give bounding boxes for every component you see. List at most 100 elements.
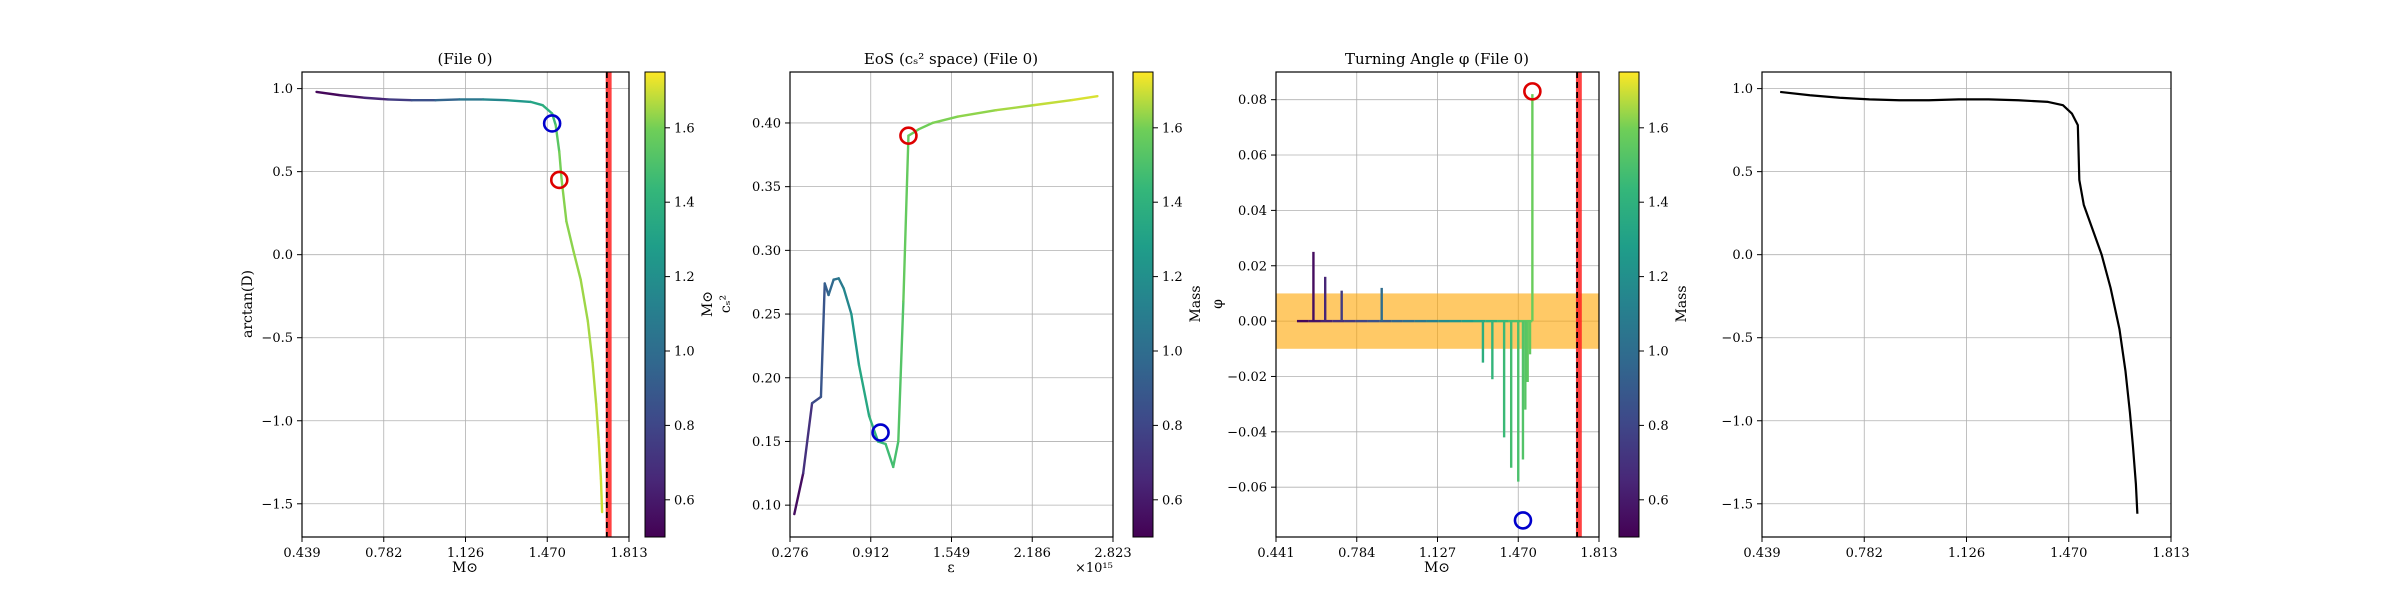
x-tick-label: 1.126 — [447, 546, 484, 561]
colorbar-tick-label: 1.0 — [1648, 345, 1669, 360]
y-tick-label: 0.04 — [1238, 204, 1267, 219]
curve-segment — [386, 98, 413, 102]
panel-4-grid — [1761, 72, 2172, 537]
curve-segment — [827, 278, 835, 297]
curve-segment — [884, 442, 895, 469]
y-tick-label: −1.0 — [261, 414, 293, 429]
curve-segment — [850, 312, 861, 367]
panel-4-plot-area — [1780, 90, 2139, 514]
curve-segment — [558, 150, 563, 182]
panel-4-yticks: 1.0 0.5 0.0 −0.5 −1.0 −1.5 — [1721, 82, 1762, 512]
highlight-marker — [542, 114, 562, 133]
max-mass-band — [605, 72, 612, 537]
y-tick-label: 0.02 — [1238, 259, 1267, 274]
x-tick-label: 0.784 — [1338, 546, 1375, 561]
panel-2-xlabel: ε — [947, 560, 954, 576]
y-tick-label: 0.0 — [1732, 248, 1753, 263]
curve-segment — [917, 121, 934, 131]
colorbar-tick-label: 1.4 — [1648, 196, 1669, 211]
curve-segment — [541, 104, 554, 115]
curve-segment — [931, 115, 960, 125]
curve-segment — [505, 99, 532, 104]
y-tick-label: −1.5 — [1721, 497, 1753, 512]
panel-2-grid — [789, 72, 1114, 537]
colorbar-tick-label: 1.0 — [1162, 345, 1183, 360]
panel-3-plot-area — [1296, 82, 1542, 530]
x-tick-label: 1.470 — [2050, 546, 2087, 561]
x-tick-label: 1.813 — [1580, 546, 1617, 561]
y-tick-label: 0.5 — [1732, 165, 1753, 180]
curve-segment — [876, 440, 887, 446]
curve-segment — [529, 100, 544, 107]
panel-4-xticks: 0.439 0.782 1.126 1.470 1.813 — [1743, 537, 2190, 561]
curve-segment — [597, 436, 603, 481]
colorbar-tick-label: 1.2 — [1648, 270, 1669, 285]
max-mass-band — [1575, 72, 1582, 537]
y-tick-label: 0.5 — [272, 165, 293, 180]
panel-1-ylabel: arctan(D) — [240, 270, 256, 338]
x-tick-label: 2.186 — [1014, 546, 1051, 561]
colorbar-tick-label: 0.6 — [674, 493, 695, 508]
y-tick-label: 0.20 — [752, 371, 781, 386]
curve-segment — [591, 361, 598, 406]
panel-1-xlabel: M⊙ — [452, 560, 478, 576]
panel-3-colorbar — [1618, 71, 1640, 538]
y-tick-label: 0.40 — [752, 116, 781, 131]
curve-segment — [565, 220, 575, 253]
highlight-marker — [871, 423, 890, 442]
x-tick-label: 0.782 — [1846, 546, 1883, 561]
colorbar-tick-label: 1.6 — [1648, 121, 1669, 136]
y-tick-label: 1.0 — [1732, 82, 1753, 97]
panel-3-title: Turning Angle φ (File 0) — [1345, 50, 1529, 68]
panel-1-colorbar-label: M⊙ — [700, 291, 716, 317]
y-tick-label: −0.5 — [261, 331, 293, 346]
curve-segment — [572, 250, 582, 281]
panel-3-xlabel: M⊙ — [1424, 560, 1450, 576]
colorbar-tick-label: 0.6 — [1162, 493, 1183, 508]
colorbar-tick-label: 1.4 — [674, 196, 695, 211]
panel-2-x-offset: ×10¹⁵ — [1075, 561, 1113, 576]
panel-1-yticks: 1.0 0.5 0.0 −0.5 −1.0 −1.5 — [261, 82, 302, 512]
x-tick-label: 0.782 — [365, 546, 402, 561]
panel-3-xticks: 0.441 0.784 1.127 1.470 1.813 — [1257, 537, 1618, 561]
x-tick-label: 0.276 — [771, 546, 808, 561]
curve-segment — [810, 395, 823, 405]
y-tick-label: −0.06 — [1227, 481, 1267, 496]
curve-segment — [362, 96, 390, 101]
x-tick-label: 1.549 — [933, 546, 970, 561]
y-tick-label: −0.02 — [1227, 370, 1267, 385]
y-tick-label: 0.0 — [272, 248, 293, 263]
curve-segment — [837, 277, 845, 290]
panel-2-xticks: 0.276 0.912 1.549 2.186 2.823 — [771, 537, 1132, 561]
curve-segment — [1032, 98, 1074, 107]
curve-segment — [594, 402, 600, 439]
colorbar-tick-label: 0.8 — [1162, 419, 1183, 434]
y-tick-label: 1.0 — [272, 82, 293, 97]
curve-segment — [857, 363, 871, 418]
x-tick-label: 0.441 — [1257, 546, 1294, 561]
highlight-marker — [899, 126, 918, 145]
curve-segment — [994, 103, 1036, 112]
x-tick-label: 1.470 — [1500, 546, 1537, 561]
y-tick-label: 0.10 — [752, 499, 781, 514]
panel-2-plot-area — [793, 95, 1099, 516]
curve-segment — [907, 130, 916, 137]
y-tick-label: −0.5 — [1721, 331, 1753, 346]
x-tick-label: 0.912 — [852, 546, 889, 561]
panel-2: EoS (cₛ² space) (File 0) 0.276 0.912 1.549… — [718, 50, 1204, 576]
x-tick-label: 2.823 — [1094, 546, 1131, 561]
colorbar-tick-label: 0.8 — [674, 419, 695, 434]
panel-2-colorbar-ticks: 0.6 0.8 1.0 1.2 1.4 1.6 — [1153, 121, 1183, 508]
y-tick-label: 0.15 — [752, 435, 781, 450]
colorbar-tick-label: 0.8 — [1648, 419, 1669, 434]
curve-segment — [793, 472, 805, 516]
colorbar-tick-label: 1.6 — [674, 121, 695, 136]
y-tick-label: −1.0 — [1721, 414, 1753, 429]
curve-segment — [339, 94, 366, 99]
panel-3-colorbar-label: Mass — [1674, 285, 1690, 322]
curve-segment — [823, 282, 830, 297]
panel-1-colorbar-ticks: 0.6 0.8 1.0 1.2 1.4 1.6 — [665, 121, 695, 508]
colorbar-tick-label: 0.6 — [1648, 493, 1669, 508]
curve-segment — [902, 134, 910, 303]
